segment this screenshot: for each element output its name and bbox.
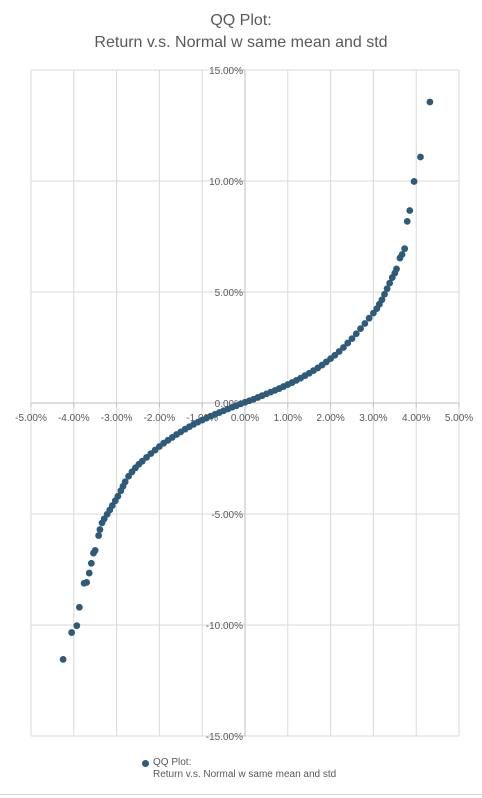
x-tick-label: -5.00%: [15, 413, 47, 424]
data-point: [75, 603, 83, 611]
data-point: [87, 559, 95, 567]
chart-title-line-1: QQ Plot:: [210, 12, 272, 29]
x-tick-label: -4.00%: [58, 413, 90, 424]
legend-marker: [142, 760, 149, 767]
data-point: [85, 569, 93, 577]
x-tick-label: 1.00%: [274, 413, 302, 424]
data-point: [410, 178, 418, 185]
data-point: [365, 314, 373, 322]
y-tick-label: 10.00%: [209, 177, 243, 188]
y-tick-label: 0.00%: [215, 399, 243, 410]
y-tick-label: -5.00%: [211, 510, 243, 521]
y-tick-label: 15.00%: [209, 66, 243, 77]
data-point: [95, 532, 103, 539]
data-point: [398, 251, 406, 258]
data-point: [406, 207, 414, 214]
data-point: [383, 285, 391, 293]
data-point: [361, 320, 369, 327]
data-point: [83, 578, 91, 586]
data-point: [393, 265, 400, 273]
x-tick-label: 4.00%: [402, 413, 430, 424]
data-point: [426, 98, 434, 106]
data-point: [417, 153, 424, 161]
chart-title: QQ Plot: Return v.s. Normal w same mean …: [0, 10, 482, 54]
data-point: [381, 290, 388, 298]
data-point: [357, 325, 364, 333]
data-point: [344, 339, 352, 347]
y-tick-labels: 15.00% 10.00% 5.00% 0.00% -5.00% -10.00% -15.0…: [206, 66, 243, 743]
x-tick-label: -2.00%: [144, 413, 176, 424]
data-point: [352, 330, 360, 338]
data-point: [403, 218, 411, 225]
x-tick-label: 2.00%: [316, 413, 344, 424]
data-point: [59, 656, 67, 663]
data-point: [378, 296, 386, 304]
x-tick-label: -3.00%: [101, 413, 133, 424]
legend-label-line-1: QQ Plot:: [153, 757, 192, 768]
data-point: [91, 547, 99, 554]
data-point: [348, 335, 356, 343]
data-point: [340, 344, 347, 351]
x-tick-label: 5.00%: [445, 413, 473, 424]
data-point: [114, 492, 122, 500]
data-point: [121, 478, 129, 486]
bottom-border: [0, 794, 482, 795]
data-point: [68, 629, 76, 636]
legend: QQ Plot: Return v.s. Normal w same mean …: [142, 757, 336, 781]
y-tick-label: -10.00%: [206, 621, 243, 632]
data-point: [108, 502, 116, 509]
data-point: [386, 279, 394, 287]
data-point: [96, 526, 104, 533]
y-tick-label: -15.00%: [206, 732, 243, 743]
chart-title-line-2: Return v.s. Normal w same mean and std: [94, 34, 388, 51]
data-point: [335, 348, 343, 355]
x-tick-labels: -5.00%-4.00%-3.00%-2.00%-1.00%0.00%1.00%…: [15, 413, 473, 424]
y-tick-label: 5.00%: [215, 288, 243, 299]
legend-label-line-2: Return v.s. Normal w same mean and std: [153, 769, 337, 780]
data-point: [401, 245, 409, 253]
x-tick-label: 3.00%: [359, 413, 387, 424]
x-tick-label: 0.00%: [231, 413, 259, 424]
data-point: [73, 622, 81, 630]
data-points: [59, 98, 434, 663]
